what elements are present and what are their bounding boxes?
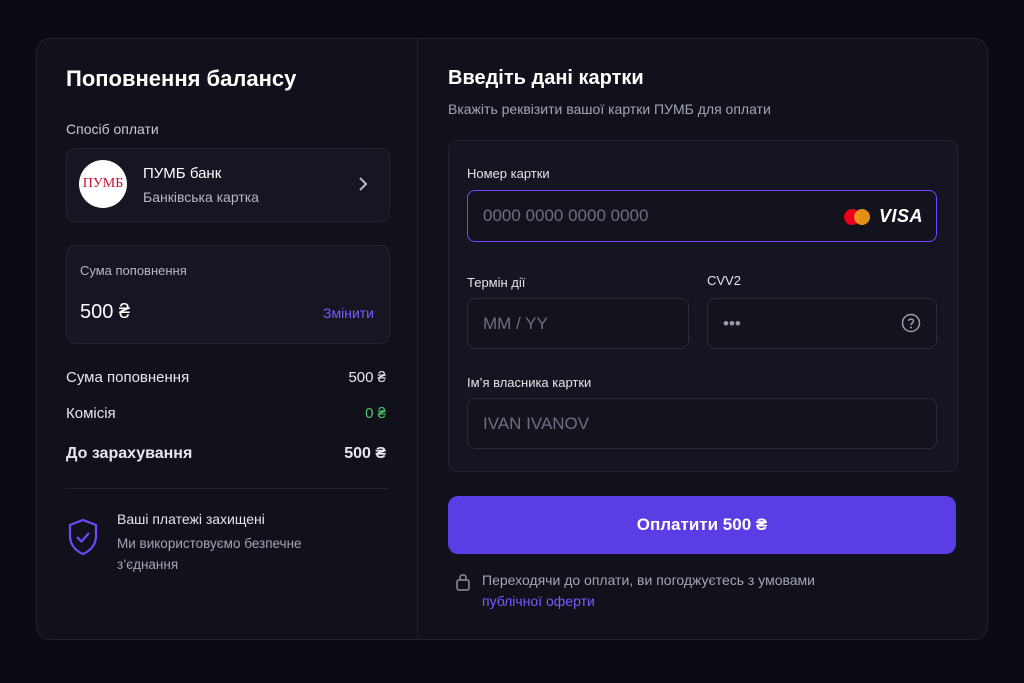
title: Поповнення балансу [66, 66, 297, 91]
placeholder: ••• [723, 313, 741, 333]
summary-value: 500 ₴ [344, 445, 386, 462]
summary-label: Комісія [66, 405, 116, 422]
bank-name: ПУМБ банк [143, 165, 222, 182]
summary-value: 500 ₴ [348, 369, 386, 386]
label: Сума поповнення [80, 263, 187, 278]
holder-input[interactable]: IVAN IVANOV [467, 398, 937, 449]
field-label: Номер картки [467, 166, 550, 181]
pay-button[interactable]: Оплатити 500 ₴ [448, 496, 956, 554]
lock-icon [456, 574, 470, 591]
field-label: Ім’я власника картки [467, 375, 592, 390]
terms-link[interactable]: публічної оферти [482, 593, 595, 609]
change-link[interactable]: Змінити [323, 305, 374, 321]
divider [66, 488, 388, 489]
placeholder: IVAN IVANOV [483, 413, 590, 433]
button-label: Оплатити 500 ₴ [636, 515, 768, 534]
amount-box [66, 245, 390, 344]
summary-label: Сума поповнення [66, 369, 190, 386]
visa-logo: VISA [879, 206, 924, 226]
security-title: Ваші платежі захищені [117, 511, 265, 527]
label: Спосіб оплати [66, 121, 159, 137]
summary-value: 0 ₴ [365, 405, 386, 422]
bank-type: Банківська картка [143, 189, 259, 205]
title: Введіть дані картки [448, 67, 644, 89]
cvv-input[interactable]: ••• [707, 298, 937, 349]
field-label: CVV2 [707, 273, 741, 288]
mastercard-icon [844, 209, 870, 225]
security-text: Ми використовуємо безпечне з’єднання [117, 536, 302, 572]
field-label: Термін дії [467, 275, 526, 290]
summary-label: До зарахування [66, 445, 193, 462]
divider [417, 39, 418, 639]
help-icon[interactable] [901, 313, 921, 333]
bank-logo: ПУМБ [79, 160, 127, 208]
chevron [359, 177, 368, 191]
expiry-input[interactable]: MM / YY [467, 298, 689, 349]
subtitle: Вкажіть реквізити вашої картки ПУМБ для … [448, 101, 771, 117]
placeholder: MM / YY [483, 313, 548, 333]
terms-text: Переходячи до оплати, ви погоджуєтесь з … [482, 572, 815, 588]
placeholder: 0000 0000 0000 0000 [483, 206, 649, 225]
shield-icon [68, 518, 98, 556]
amount: 500 ₴ [80, 301, 131, 323]
